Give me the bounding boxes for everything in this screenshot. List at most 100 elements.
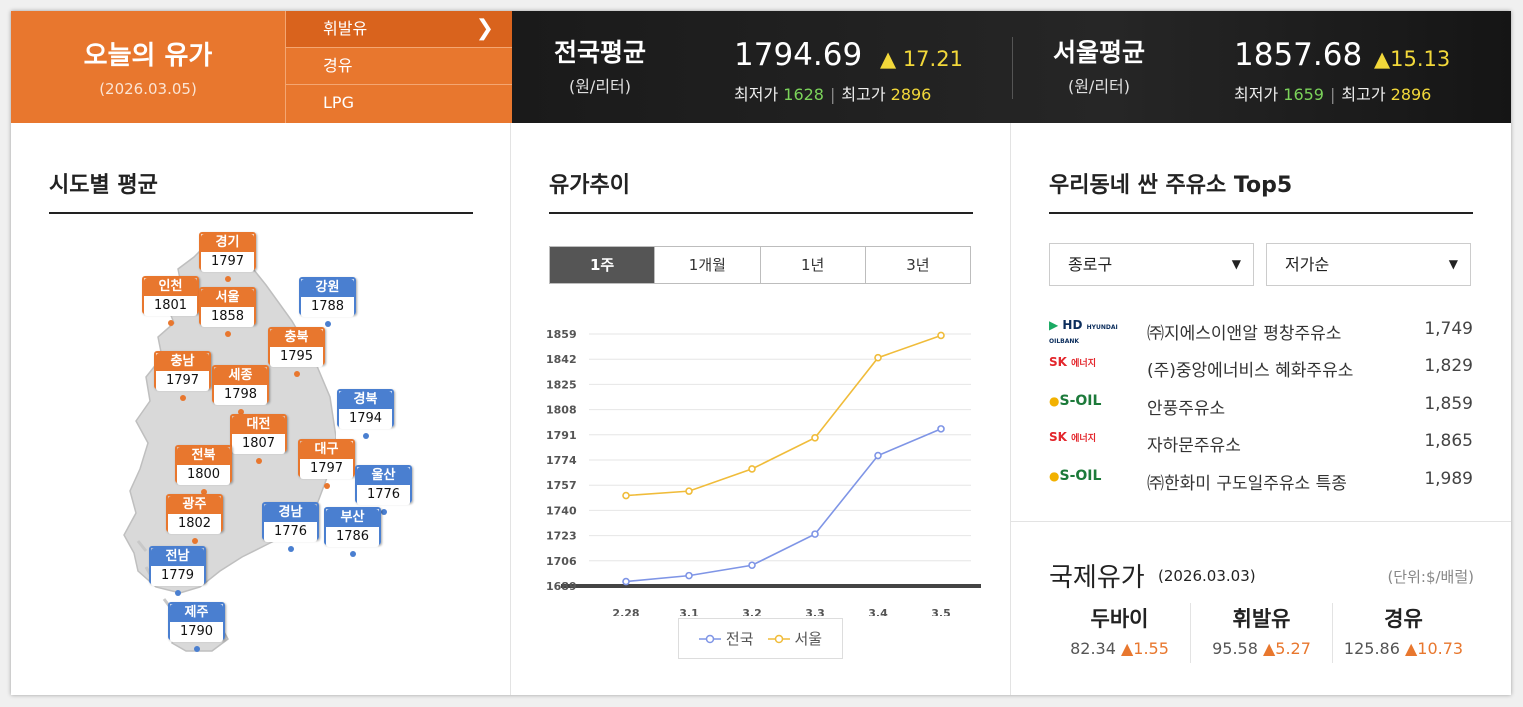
city-name: 대구 — [300, 441, 353, 459]
data-point — [811, 433, 819, 442]
period-tabs: 1주 1개월 1년 3년 — [549, 246, 971, 284]
city-ulsan[interactable]: 울산 1776 — [355, 465, 412, 515]
data-point — [811, 530, 819, 538]
hyundai-oilbank-logo: ▶ HD HYUNDAI OILBANK — [1049, 318, 1118, 345]
sort-value: 저가순 — [1285, 255, 1330, 274]
y-tick-label: 1689 — [546, 580, 577, 593]
city-gyeongnam[interactable]: 경남 1776 — [262, 502, 319, 552]
intl-change: ▲10.73 — [1404, 639, 1464, 658]
city-chungbuk[interactable]: 충북 1795 — [268, 327, 325, 377]
city-incheon[interactable]: 인천 1801 — [142, 276, 199, 326]
city-name: 부산 — [326, 509, 379, 527]
data-point — [874, 451, 882, 460]
city-jeju[interactable]: 제주 1790 — [168, 602, 225, 652]
station-row[interactable]: ▶ HD HYUNDAI OILBANK ㈜지에스이앤알 평창주유소 1,749 — [1049, 314, 1473, 351]
fuel-item-diesel[interactable]: 경유 — [286, 48, 512, 85]
city-name: 인천 — [144, 278, 197, 296]
city-value: 1797 — [156, 371, 209, 391]
city-value: 1858 — [201, 307, 254, 327]
station-row[interactable]: ●S-OIL 안풍주유소 1,859 — [1049, 389, 1473, 426]
station-name: ㈜한화미 구도일주유소 특종 — [1147, 474, 1347, 494]
city-daegu[interactable]: 대구 1797 — [298, 439, 355, 489]
city-daejeon[interactable]: 대전 1807 — [230, 414, 287, 464]
x-tick-label: 3.1 — [679, 607, 699, 616]
city-name: 경기 — [201, 234, 254, 252]
city-sejong[interactable]: 세종 1798 — [212, 365, 269, 415]
city-gyeongbuk[interactable]: 경북 1794 — [337, 389, 394, 439]
sort-select[interactable]: 저가순 ▼ — [1266, 243, 1471, 286]
city-busan[interactable]: 부산 1786 — [324, 507, 381, 557]
fuel-item-gasoline[interactable]: 휘발유 ❯ — [286, 11, 512, 48]
city-dot — [288, 546, 294, 552]
city-gwangju[interactable]: 광주 1802 — [166, 494, 223, 544]
city-chungnam[interactable]: 충남 1797 — [154, 351, 211, 401]
seoul-unit: (원/리터) — [1067, 77, 1131, 96]
intl-date: (2026.03.03) — [1158, 567, 1256, 585]
city-dot — [168, 320, 174, 326]
city-dot — [325, 321, 331, 327]
max-value: 2896 — [890, 85, 932, 104]
city-seoul[interactable]: 서울 1858 — [199, 287, 256, 337]
s-oil-logo: ●S-OIL — [1049, 468, 1102, 484]
city-jeonbuk[interactable]: 전북 1800 — [175, 445, 232, 495]
city-gyeonggi[interactable]: 경기 1797 — [199, 232, 256, 282]
divider — [1332, 603, 1333, 663]
legend-item-seoul[interactable]: 서울 — [767, 628, 823, 649]
city-name: 세종 — [214, 367, 267, 385]
city-dot — [350, 551, 356, 557]
data-point — [748, 465, 756, 473]
fuel-item-lpg[interactable]: LPG — [286, 85, 512, 122]
city-value: 1779 — [151, 566, 204, 586]
section-underline — [1049, 212, 1473, 214]
national-title: 전국평균 — [553, 38, 646, 67]
city-name: 울산 — [357, 467, 410, 485]
station-row[interactable]: ●S-OIL ㈜한화미 구도일주유소 특종 1,989 — [1049, 464, 1473, 501]
station-row[interactable]: SK 에너지 (주)중앙에너비스 혜화주유소 1,829 — [1049, 351, 1473, 388]
y-tick-label: 1791 — [546, 429, 577, 442]
legend-label: 서울 — [794, 630, 823, 648]
top5-title: 우리동네 싼 주유소 Top5 — [1049, 173, 1293, 198]
intl-name: 경유 — [1384, 607, 1423, 631]
city-dot — [238, 409, 244, 415]
fuel-item-label: LPG — [323, 93, 354, 112]
fuel-type-menu: 휘발유 ❯ 경유 LPG — [285, 11, 512, 123]
legend-item-national[interactable]: 전국 — [698, 628, 754, 649]
today-title: 오늘의 유가 — [83, 41, 213, 71]
city-jeonnam[interactable]: 전남 1779 — [149, 546, 206, 596]
data-point — [622, 577, 630, 586]
national-change: ▲ 17.21 — [880, 47, 963, 71]
tab-1year[interactable]: 1년 — [759, 247, 865, 283]
y-tick-label: 1825 — [546, 378, 577, 391]
city-gangwon[interactable]: 강원 1788 — [299, 277, 356, 327]
divider — [1012, 37, 1013, 99]
sk-energy-logo: SK 에너지 — [1049, 355, 1096, 369]
station-price: 1,749 — [1424, 319, 1473, 339]
city-dot — [175, 590, 181, 596]
district-select[interactable]: 종로구 ▼ — [1049, 243, 1254, 286]
city-dot — [192, 538, 198, 544]
tab-1month[interactable]: 1개월 — [654, 247, 759, 283]
station-row[interactable]: SK 에너지 자하문주유소 1,865 — [1049, 426, 1473, 463]
column-divider — [1010, 123, 1011, 695]
seoul-minmax: 최저가 1659 | 최고가 2896 — [1234, 81, 1431, 105]
y-tick-label: 1723 — [546, 530, 577, 543]
min-value: 1628 — [783, 85, 824, 104]
caret-down-icon: ▼ — [1448, 257, 1458, 271]
city-value: 1788 — [301, 297, 354, 317]
city-dot — [225, 331, 231, 337]
tab-1week[interactable]: 1주 — [550, 247, 655, 283]
x-tick-label: 3.5 — [931, 607, 951, 616]
city-name: 대전 — [232, 416, 285, 434]
y-tick-label: 1774 — [546, 454, 577, 467]
seoul-average: 서울평균 (원/리터) 1857.68 ▲15.13 최저가 1659 | 최고가 … — [1012, 11, 1511, 123]
intl-diesel: 경유 125.86 ▲10.73 — [1333, 603, 1474, 658]
intl-unit: (단위:$/배럴) — [1387, 568, 1474, 586]
tab-3year[interactable]: 3년 — [864, 247, 970, 283]
city-dot — [381, 509, 387, 515]
national-average: 전국평균 (원/리터) 1794.69 ▲ 17.21 최저가 1628 | 최고가… — [512, 11, 1012, 123]
intl-value-row: 82.34 ▲1.55 — [1049, 639, 1190, 658]
series-line-전국 — [625, 428, 942, 583]
station-name: (주)중앙에너비스 혜화주유소 — [1147, 361, 1354, 381]
city-dot — [180, 395, 186, 401]
caret-down-icon: ▼ — [1231, 257, 1241, 271]
